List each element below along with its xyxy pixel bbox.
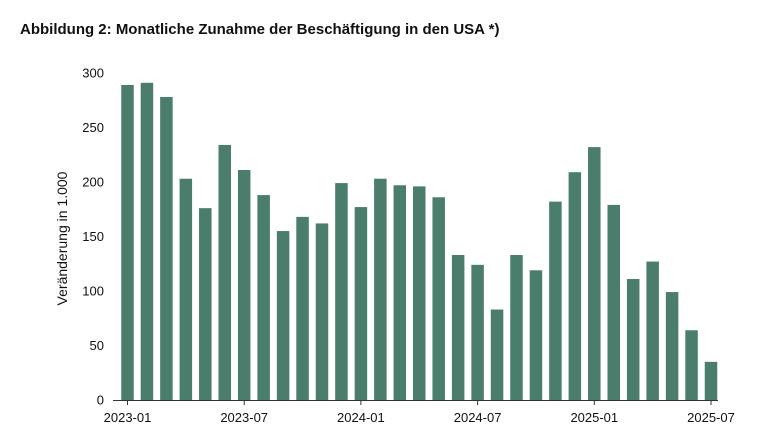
y-tick-label: 50 <box>90 338 104 353</box>
bar: 2023-03: 278 <box>160 96 173 400</box>
y-tick-label: 0 <box>97 393 104 408</box>
x-tick-label: 2025-07 <box>687 410 735 425</box>
bar: 2023-08: 188 <box>257 195 270 400</box>
bar: 2023-02: 291 <box>140 82 154 400</box>
y-axis-ticks: 0 50 100 150 200 250 300 <box>82 66 104 408</box>
bar: 2024-02: 203 <box>374 178 387 400</box>
bar: 2023-01: 289 <box>121 84 134 401</box>
bar: 2024-08: 83 <box>490 309 504 400</box>
bar: 2023-05: 176 <box>199 208 212 400</box>
x-tick-label: 2023-01 <box>104 410 152 425</box>
bar: 2024-05: 186 <box>432 197 445 400</box>
bar: 2024-11: 182 <box>549 201 562 400</box>
bar-series: 2023-01: 289 2023-02: 291 2023-03: 278 2023… <box>121 82 718 401</box>
x-axis-ticks: 2023-01 2023-07 2024-01 2024-07 2025-01 2025-… <box>104 400 735 425</box>
bar: 2023-11: 162 <box>315 223 329 400</box>
bar: 2025-02: 179 <box>607 204 620 400</box>
bar: 2023-12: 199 <box>335 183 348 400</box>
x-tick-label: 2024-07 <box>454 410 502 425</box>
bar: 2025-03: 111 <box>626 279 640 400</box>
bar: 2024-09: 133 <box>510 255 523 400</box>
bar: 2025-06: 64 <box>685 330 698 400</box>
y-axis-label: Veränderung in 1.000 <box>54 171 70 305</box>
bar: 2023-10: 168 <box>296 216 309 400</box>
y-tick-label: 200 <box>82 175 104 190</box>
y-tick-label: 100 <box>82 284 104 299</box>
bar: 2023-09: 155 <box>276 231 290 400</box>
x-tick-label: 2025-01 <box>570 410 618 425</box>
bar: 2023-04: 203 <box>179 178 193 400</box>
y-tick-label: 150 <box>82 229 104 244</box>
y-tick-label: 250 <box>82 120 104 135</box>
bar: 2024-04: 196 <box>413 186 426 400</box>
chart-title: Abbildung 2: Monatliche Zunahme der Besc… <box>20 21 500 38</box>
bar: 2024-06: 133 <box>451 255 465 400</box>
bar: 2025-05: 99 <box>665 292 679 400</box>
bar: 2024-12: 209 <box>568 172 582 400</box>
x-tick-label: 2023-07 <box>220 410 268 425</box>
bar: 2023-06: 234 <box>218 144 231 400</box>
bar: 2024-03: 197 <box>393 185 407 400</box>
bar: 2024-10: 119 <box>529 270 543 400</box>
x-tick-label: 2024-01 <box>337 410 385 425</box>
bar: 2024-07: 124 <box>471 264 484 400</box>
bar: 2025-04: 127 <box>646 261 659 400</box>
y-tick-label: 300 <box>82 66 104 81</box>
bar: 2025-07: 35 <box>704 361 718 400</box>
bar: 2024-01: 177 <box>354 207 368 400</box>
bar: 2025-01: 232 <box>588 147 601 400</box>
bar: 2023-07: 211 <box>237 170 251 400</box>
